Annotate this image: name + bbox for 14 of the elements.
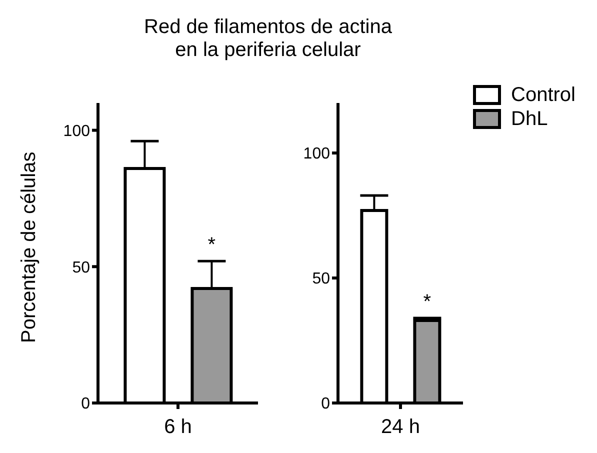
chart-title: Red de filamentos de actina en la periferia celular	[143, 16, 393, 62]
y-tick-label: 50	[312, 270, 330, 288]
annotation: *	[208, 234, 216, 256]
y-axis-title: Porcentaje de células	[18, 152, 40, 343]
annotation: *	[423, 291, 432, 313]
y-tick-label: 50	[72, 259, 90, 276]
legend-label: Control	[511, 83, 576, 107]
x-tick-label: 6 h	[164, 416, 192, 438]
y-tick-label: 100	[63, 122, 90, 140]
y-tick-label: 100	[303, 146, 330, 163]
y-tick-label: 0	[81, 396, 90, 413]
y-tick-label: 0	[321, 396, 330, 413]
x-tick-label: 24 h	[381, 416, 420, 438]
legend-label: DhL	[511, 107, 548, 131]
